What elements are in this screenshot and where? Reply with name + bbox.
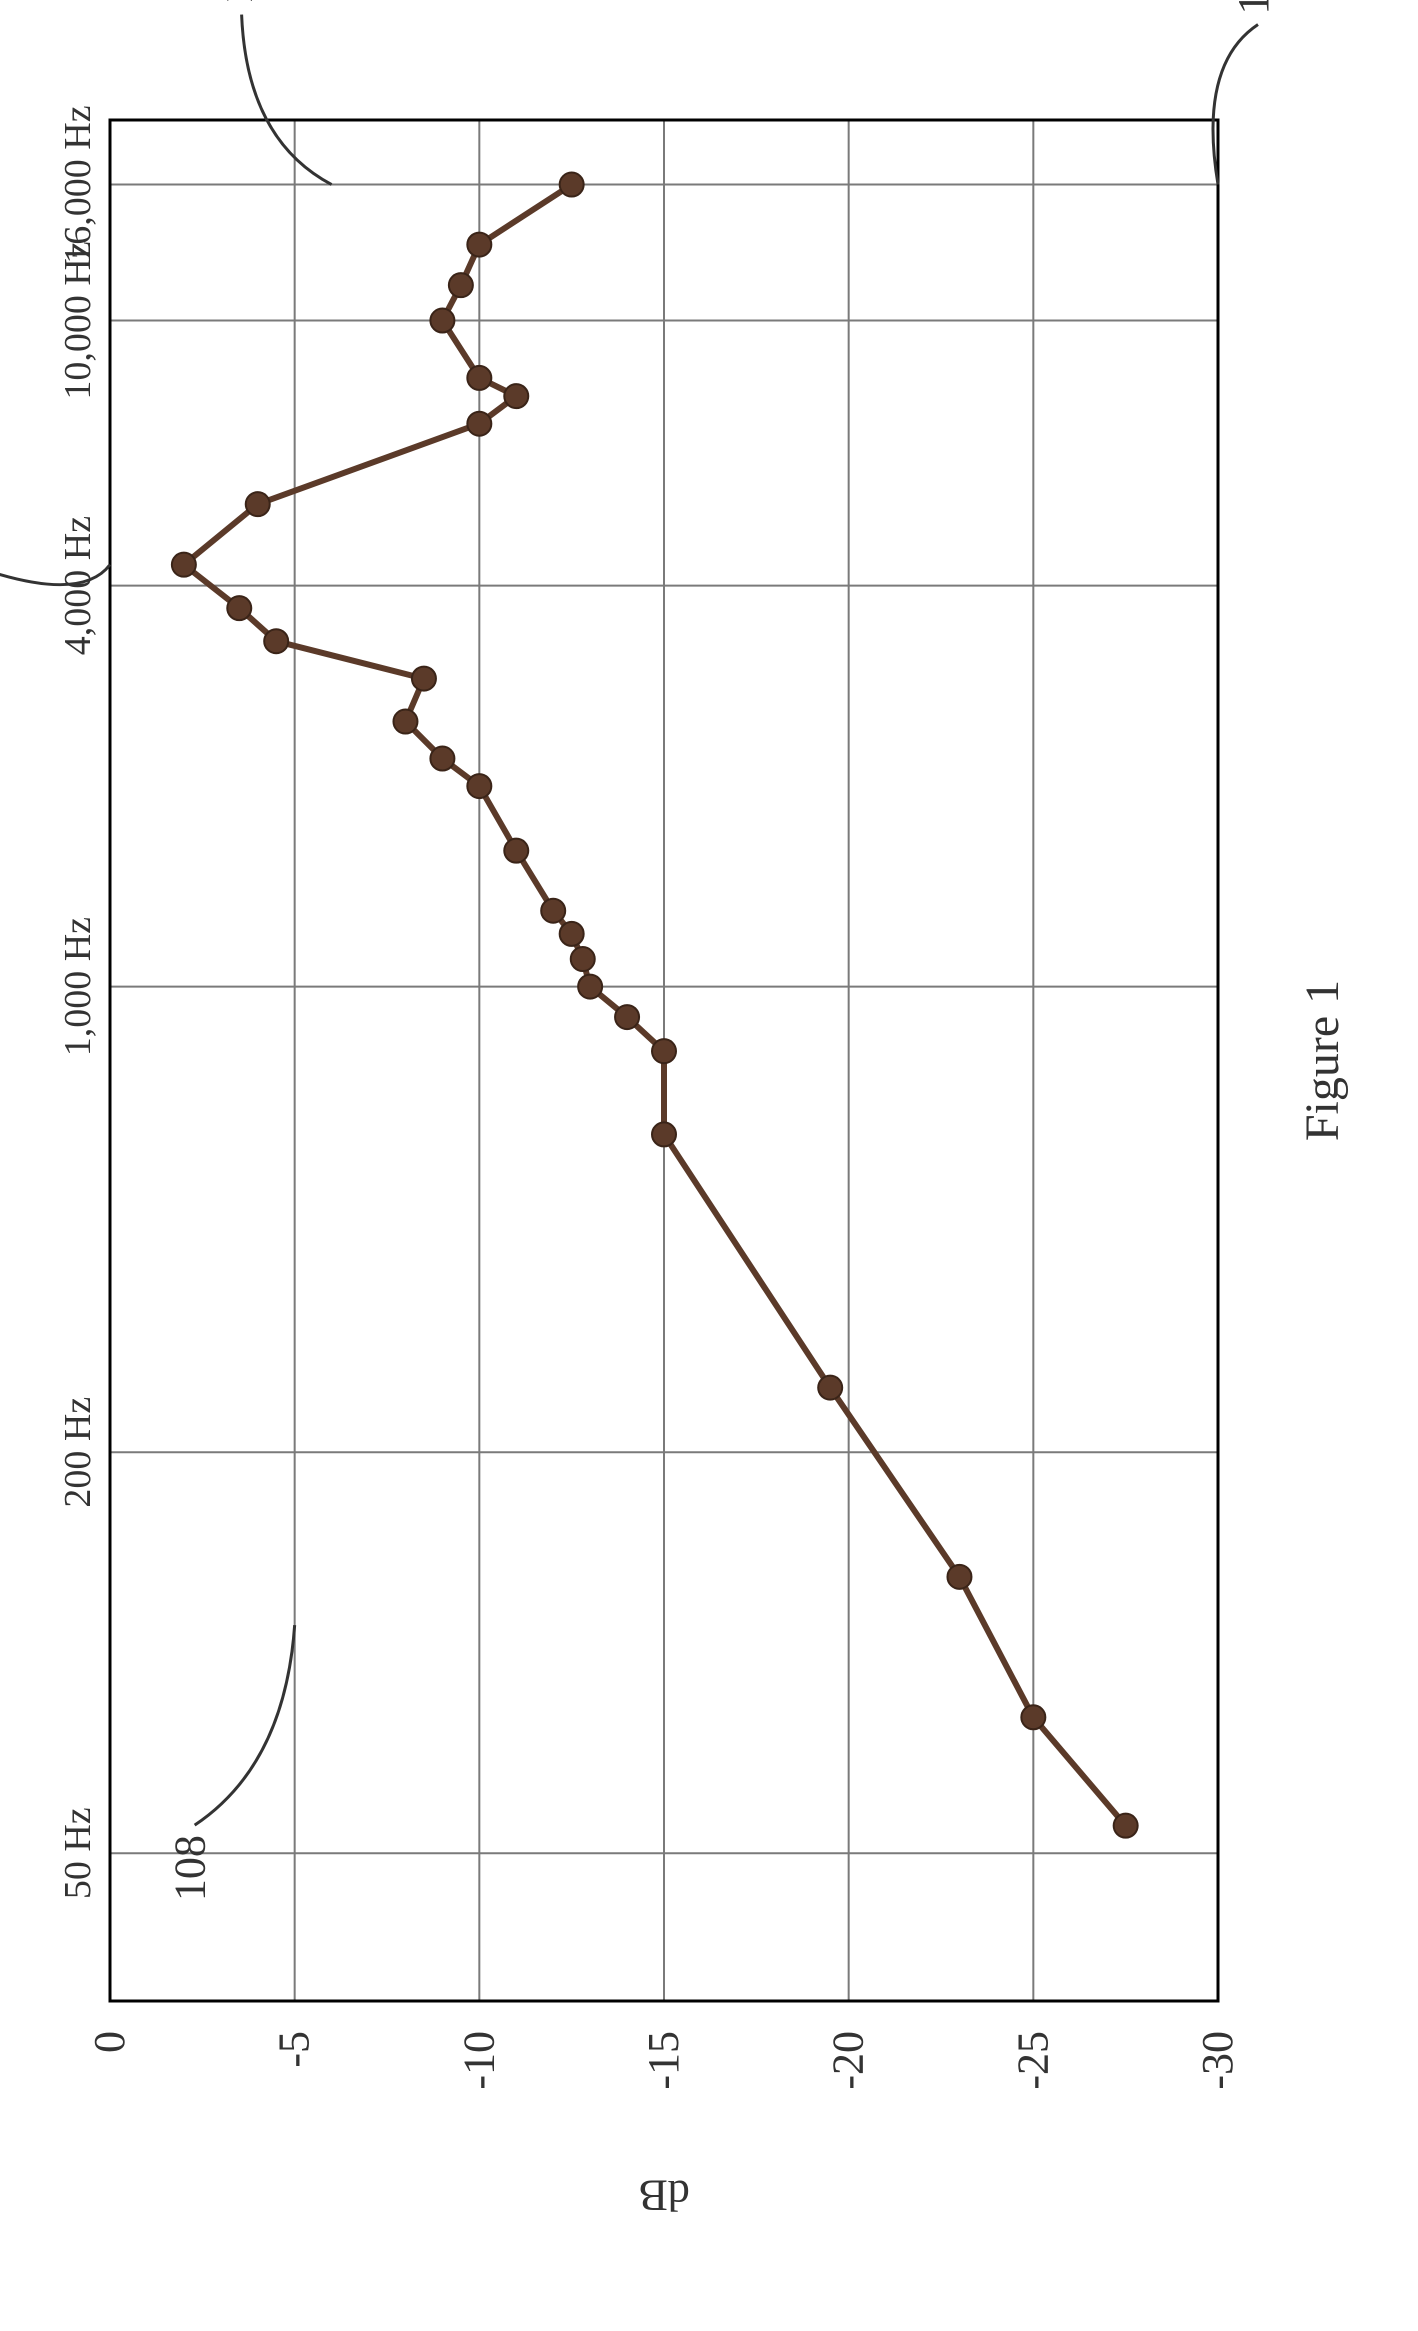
series-marker	[504, 384, 528, 408]
x-tick-label: 50 Hz	[57, 1807, 99, 1899]
series-marker	[1021, 1705, 1045, 1729]
series-marker	[560, 173, 584, 197]
y-tick-label: -30	[1193, 2031, 1242, 2090]
series-marker	[571, 947, 595, 971]
callout-label: 102	[1229, 0, 1278, 15]
y-tick-label: -20	[824, 2031, 873, 2090]
y-tick-label: -25	[1008, 2031, 1057, 2090]
y-tick-label: 0	[85, 2031, 134, 2053]
series-marker	[560, 922, 584, 946]
series-marker	[818, 1376, 842, 1400]
series-marker	[227, 596, 251, 620]
series-marker	[652, 1122, 676, 1146]
chart: 0-5-10-15-20-25-30dB50 Hz200 Hz1,000 Hz4…	[0, 0, 1418, 2331]
chart-background	[0, 0, 1418, 2331]
series-marker	[541, 899, 565, 923]
series-marker	[504, 839, 528, 863]
callout-label: 108	[166, 1835, 215, 1901]
y-tick-label: -5	[270, 2031, 319, 2068]
series-marker	[264, 629, 288, 653]
series-marker	[467, 366, 491, 390]
series-marker	[412, 667, 436, 691]
series-marker	[1114, 1814, 1138, 1838]
x-tick-label: 200 Hz	[57, 1397, 99, 1508]
y-tick-label: -15	[639, 2031, 688, 2090]
series-marker	[430, 747, 454, 771]
figure-caption: Figure 1	[1296, 980, 1349, 1141]
x-tick-label: 1,000 Hz	[57, 917, 99, 1056]
x-tick-label: 10,000 Hz	[57, 241, 99, 399]
series-marker	[652, 1039, 676, 1063]
y-tick-label: -10	[454, 2031, 503, 2090]
callout-label: 106	[213, 0, 262, 5]
series-marker	[449, 273, 473, 297]
series-marker	[172, 553, 196, 577]
series-marker	[246, 492, 270, 516]
series-marker	[467, 233, 491, 257]
series-marker	[615, 1005, 639, 1029]
x-tick-label: 16,000 Hz	[57, 105, 99, 263]
series-marker	[393, 710, 417, 734]
series-marker	[947, 1565, 971, 1589]
series-marker	[467, 412, 491, 436]
rotated-chart-container: 0-5-10-15-20-25-30dB50 Hz200 Hz1,000 Hz4…	[0, 0, 1418, 2331]
series-marker	[467, 774, 491, 798]
series-marker	[578, 975, 602, 999]
y-axis-label: dB	[638, 2171, 689, 2220]
series-marker	[430, 309, 454, 333]
